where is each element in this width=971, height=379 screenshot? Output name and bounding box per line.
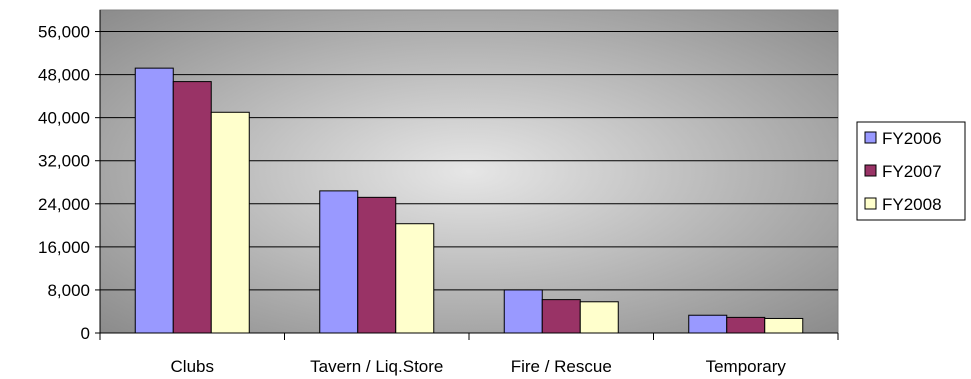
y-tick-label: 0 — [81, 324, 90, 343]
y-tick-label: 40,000 — [38, 109, 90, 128]
legend-swatch-fy2008 — [864, 197, 877, 210]
y-tick-label: 48,000 — [38, 66, 90, 85]
axes — [95, 10, 839, 340]
legend: FY2006 FY2007 FY2008 — [856, 121, 966, 221]
legend-swatch-fy2006 — [864, 131, 877, 144]
y-tick-label: 16,000 — [38, 238, 90, 257]
legend-swatch-fy2007 — [864, 164, 877, 177]
legend-label-fy2006: FY2006 — [882, 129, 942, 148]
bar-fy2008-1 — [395, 223, 435, 334]
bar-fy2007-3 — [726, 316, 766, 334]
bar-fy2007-1 — [357, 196, 397, 334]
bar-fy2006-1 — [319, 190, 359, 334]
x-tick-label: Fire / Rescue — [511, 357, 612, 376]
legend-label-fy2007: FY2007 — [882, 162, 942, 181]
bar-fy2008-0 — [210, 111, 250, 334]
bar-fy2006-3 — [688, 314, 728, 334]
bar-fy2008-2 — [579, 301, 619, 334]
y-tick-label: 56,000 — [38, 23, 90, 42]
bar-fy2007-0 — [172, 81, 212, 334]
x-tick-label: Tavern / Liq.Store — [310, 357, 443, 376]
y-axis-tick-labels: 0 8,000 16,000 24,000 32,000 40,000 48,000 56,0… — [38, 23, 90, 343]
bar-fy2008-3 — [764, 317, 804, 334]
x-tick-label: Temporary — [706, 357, 787, 376]
bar-fy2007-2 — [541, 299, 581, 334]
y-tick-label: 8,000 — [47, 281, 90, 300]
x-axis-tick-labels: Clubs Tavern / Liq.Store Fire / Rescue Temp… — [171, 357, 787, 376]
y-tick-label: 24,000 — [38, 195, 90, 214]
bar-fy2006-0 — [134, 67, 174, 334]
x-tick-label: Clubs — [171, 357, 214, 376]
bar-fy2006-2 — [503, 289, 543, 334]
y-tick-label: 32,000 — [38, 152, 90, 171]
legend-label-fy2008: FY2008 — [882, 195, 942, 214]
bars — [134, 67, 804, 334]
